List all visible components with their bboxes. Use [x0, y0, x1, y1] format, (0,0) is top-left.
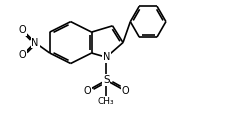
Text: O: O — [19, 25, 26, 35]
Text: S: S — [103, 75, 109, 85]
Text: O: O — [84, 86, 91, 96]
Text: N: N — [103, 52, 110, 62]
Text: O: O — [19, 50, 26, 60]
Text: O: O — [121, 86, 129, 96]
Text: N: N — [31, 38, 39, 48]
Text: CH₃: CH₃ — [98, 97, 115, 106]
